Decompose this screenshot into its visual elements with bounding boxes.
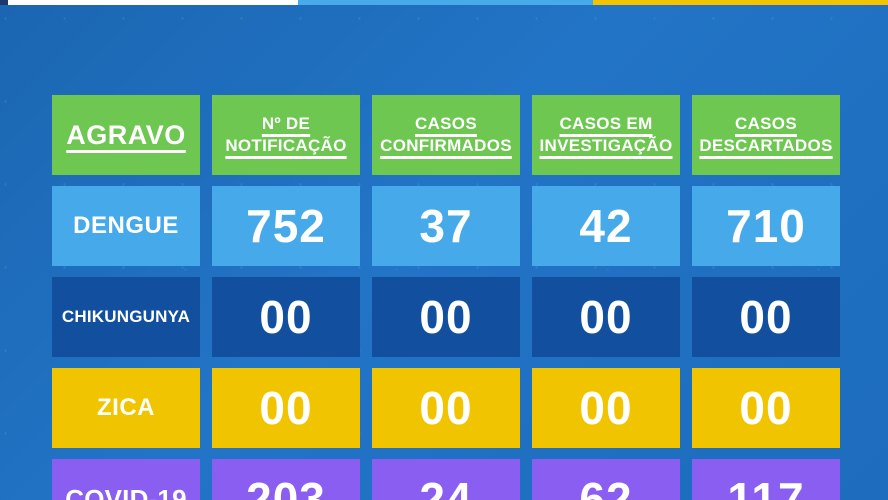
row-zica-notificacao: 00 — [212, 368, 360, 448]
row-covid-notificacao: 203 — [212, 459, 360, 500]
row-chikungunya-label: CHIKUNGUNYA — [52, 277, 200, 357]
strip-segment-light-blue — [298, 0, 593, 5]
header-notificacao-label: Nº DE NOTIFICAÇÃO — [225, 113, 347, 155]
row-dengue-notificacao: 752 — [212, 186, 360, 266]
row-covid-descartados: 117 — [692, 459, 840, 500]
header-investigacao-label: CASOS EM INVESTIGAÇÃO — [539, 113, 673, 155]
header-investigacao: CASOS EM INVESTIGAÇÃO — [532, 95, 680, 175]
row-dengue-investigacao: 42 — [532, 186, 680, 266]
row-covid-label: COVID-19 — [52, 459, 200, 500]
row-zica-confirmados: 00 — [372, 368, 520, 448]
surveillance-table: AGRAVO Nº DE NOTIFICAÇÃO CASOS CONFIRMAD… — [52, 95, 840, 500]
header-confirmados: CASOS CONFIRMADOS — [372, 95, 520, 175]
header-descartados-label: CASOS DESCARTADOS — [699, 113, 833, 155]
header-descartados: CASOS DESCARTADOS — [692, 95, 840, 175]
strip-segment-navy — [0, 0, 8, 5]
row-zica-investigacao: 00 — [532, 368, 680, 448]
row-chikungunya-descartados: 00 — [692, 277, 840, 357]
row-zica-descartados: 00 — [692, 368, 840, 448]
row-dengue-label: DENGUE — [52, 186, 200, 266]
row-dengue-confirmados: 37 — [372, 186, 520, 266]
row-zica-label: ZICA — [52, 368, 200, 448]
header-agravo-label: AGRAVO — [66, 119, 186, 150]
top-accent-strip — [0, 0, 888, 5]
header-confirmados-label: CASOS CONFIRMADOS — [380, 113, 512, 155]
strip-segment-yellow — [593, 0, 888, 5]
header-notificacao: Nº DE NOTIFICAÇÃO — [212, 95, 360, 175]
row-covid-investigacao: 62 — [532, 459, 680, 500]
row-covid-confirmados: 24 — [372, 459, 520, 500]
header-agravo: AGRAVO — [52, 95, 200, 175]
row-chikungunya-investigacao: 00 — [532, 277, 680, 357]
row-chikungunya-confirmados: 00 — [372, 277, 520, 357]
row-chikungunya-notificacao: 00 — [212, 277, 360, 357]
strip-segment-white — [8, 0, 298, 5]
row-dengue-descartados: 710 — [692, 186, 840, 266]
